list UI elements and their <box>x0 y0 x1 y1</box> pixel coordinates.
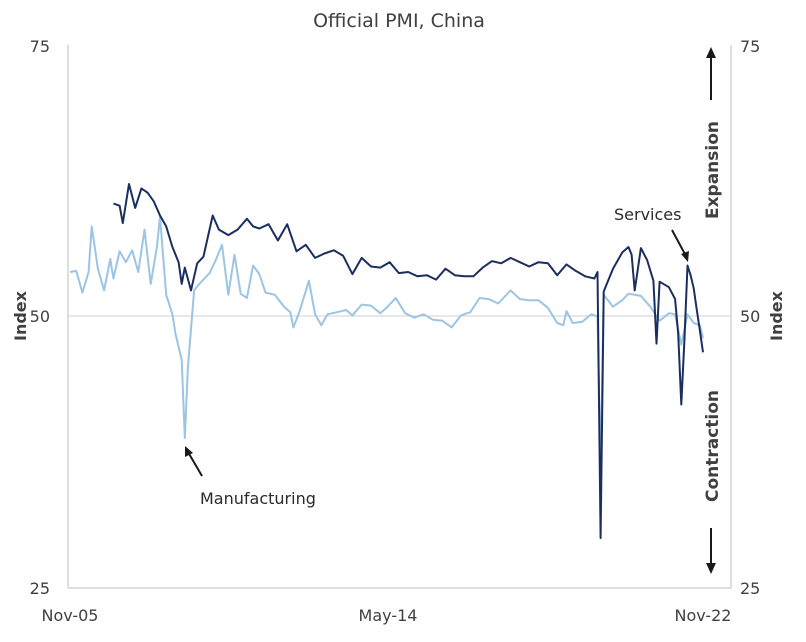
y-axis-title-left: Index <box>11 290 30 341</box>
y-tick-right-75: 75 <box>740 37 760 56</box>
services-annotation-arrow-head <box>681 251 689 262</box>
x-tick-may-14: May-14 <box>359 606 418 625</box>
y-tick-left-75: 75 <box>30 37 50 56</box>
y-axis-title-right: Index <box>767 290 786 341</box>
y-tick-left-25: 25 <box>30 579 50 598</box>
services-annotation-label: Services <box>614 205 681 224</box>
expansion-label: Expansion <box>703 121 723 219</box>
manufacturing-annotation-label: Manufacturing <box>200 489 316 508</box>
y-tick-left-50: 50 <box>30 307 50 326</box>
x-tick-nov-22: Nov-22 <box>675 606 732 625</box>
manufacturing-annotation-arrow-shaft <box>187 451 203 477</box>
x-tick-nov-05: Nov-05 <box>42 606 99 625</box>
chart-title: Official PMI, China <box>313 10 485 32</box>
services-series-line <box>113 183 704 539</box>
manufacturing-annotation-arrow-head <box>185 446 193 457</box>
y-tick-right-50: 50 <box>740 307 760 326</box>
services-annotation-arrow-shaft <box>671 229 687 257</box>
manufacturing-series-line <box>69 215 704 473</box>
y-tick-right-25: 25 <box>740 579 760 598</box>
expansion-arrow-head <box>706 47 716 58</box>
contraction-arrow-head <box>706 563 716 574</box>
contraction-label: Contraction <box>703 390 723 502</box>
